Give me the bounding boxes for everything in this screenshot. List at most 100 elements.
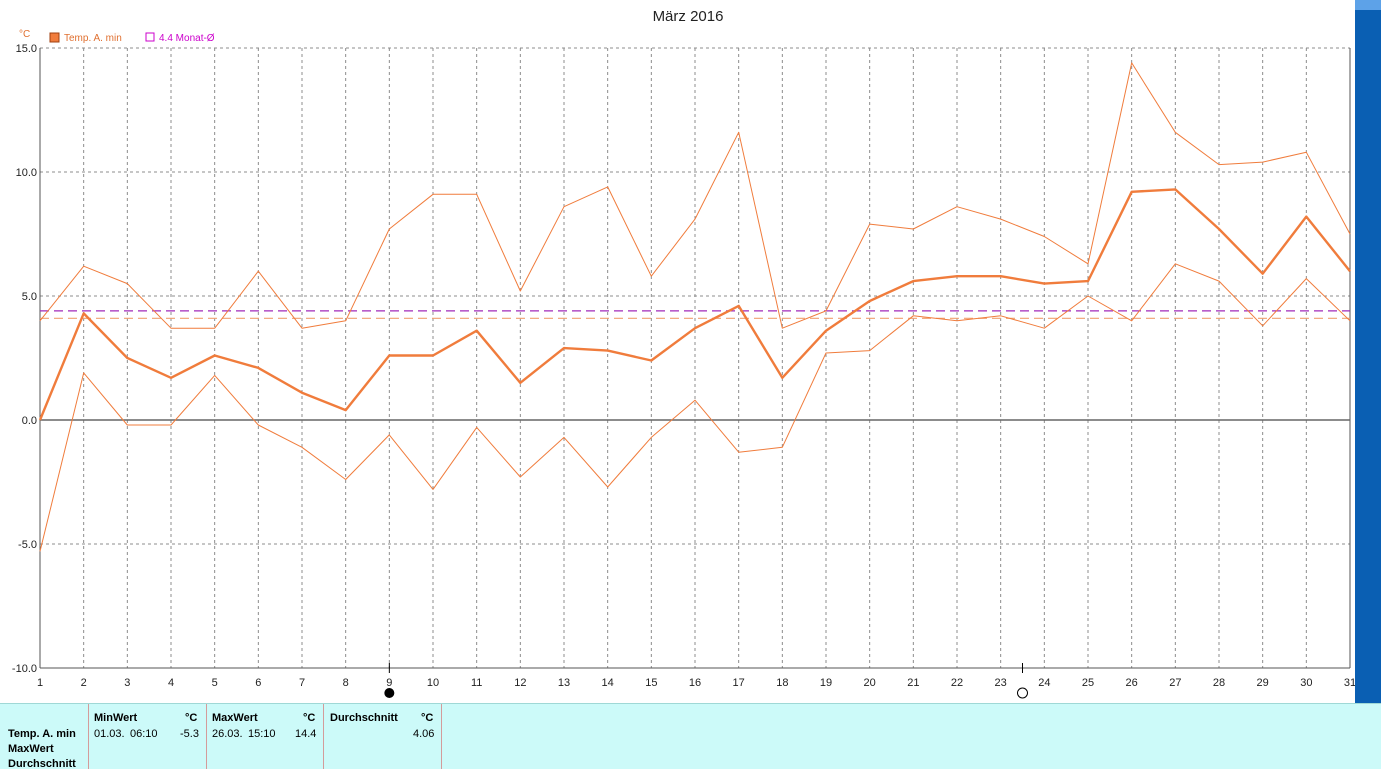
series-line-mean	[38, 188, 1351, 421]
data-point	[127, 283, 129, 285]
stats-separator	[206, 704, 207, 769]
data-point	[214, 327, 216, 329]
stats-avg-value: 4.06	[413, 728, 435, 740]
legend-swatch-temp	[49, 32, 60, 43]
y-tick-label: 5.0	[22, 291, 37, 303]
data-point	[694, 327, 696, 329]
data-point	[738, 451, 740, 453]
data-point	[1306, 216, 1308, 218]
x-tick-label: 16	[689, 677, 701, 689]
stats-separator	[441, 704, 442, 769]
data-point	[214, 375, 216, 377]
data-point	[1175, 189, 1177, 191]
x-tick-label: 28	[1213, 677, 1225, 689]
data-point	[83, 265, 85, 267]
data-point	[39, 320, 41, 322]
stats-avg-header: Durchschnitt	[330, 712, 398, 724]
stats-separator	[88, 704, 89, 769]
data-point	[1044, 327, 1046, 329]
x-tick-label: 25	[1082, 677, 1094, 689]
data-point	[127, 357, 129, 359]
stats-max-header: MaxWert	[212, 712, 258, 724]
data-point	[170, 327, 172, 329]
stats-max-time: 15:10	[248, 728, 276, 740]
data-point	[520, 382, 522, 384]
data-point	[782, 446, 784, 448]
x-tick-label: 29	[1257, 677, 1269, 689]
x-tick-label: 24	[1038, 677, 1050, 689]
data-point	[738, 305, 740, 307]
data-point	[563, 437, 565, 439]
data-point	[1087, 263, 1089, 265]
data-point	[563, 347, 565, 349]
data-point	[389, 434, 391, 436]
data-point	[1262, 161, 1264, 163]
x-tick-label: 1	[37, 677, 43, 689]
data-point	[389, 355, 391, 357]
data-point	[607, 486, 609, 488]
data-point	[1044, 236, 1046, 238]
data-point	[1262, 325, 1264, 327]
data-point	[913, 315, 915, 317]
data-point	[913, 228, 915, 230]
data-point	[1131, 320, 1133, 322]
data-point	[345, 320, 347, 322]
data-point	[563, 206, 565, 208]
x-tick-label: 17	[733, 677, 745, 689]
stats-row-label: MaxWert	[8, 743, 54, 755]
legend-swatch-monthly-avg	[145, 32, 155, 42]
stats-min-time: 06:10	[130, 728, 158, 740]
data-point	[258, 424, 260, 426]
stats-max-unit: °C	[303, 712, 316, 724]
data-point	[39, 419, 41, 421]
data-point	[738, 132, 740, 134]
y-tick-label: 15.0	[16, 43, 37, 55]
data-point	[1087, 280, 1089, 282]
data-point	[432, 355, 434, 357]
x-tick-label: 13	[558, 677, 570, 689]
data-point	[1175, 263, 1177, 265]
legend-label-temp: Temp. A. min	[64, 33, 122, 44]
data-point	[520, 290, 522, 292]
data-point	[83, 313, 85, 315]
data-point	[1131, 191, 1133, 193]
stats-row-label: Durchschnitt	[8, 758, 76, 770]
x-tick-label: 26	[1126, 677, 1138, 689]
y-tick-label: -10.0	[12, 663, 37, 675]
stats-row-label: Temp. A. min	[8, 728, 76, 740]
data-point	[1306, 151, 1308, 153]
data-point	[1218, 164, 1220, 166]
x-tick-label: 19	[820, 677, 832, 689]
window-edge-highlight	[1355, 0, 1381, 10]
x-tick-label: 3	[124, 677, 130, 689]
data-point	[1218, 280, 1220, 282]
x-tick-label: 5	[212, 677, 218, 689]
data-point	[39, 551, 41, 553]
x-tick-label: 31	[1344, 677, 1356, 689]
x-tick-label: 30	[1300, 677, 1312, 689]
data-point	[345, 409, 347, 411]
data-point	[869, 223, 871, 225]
stats-max-date: 26.03.	[212, 728, 243, 740]
y-tick-label: 0.0	[22, 415, 37, 427]
data-point	[694, 399, 696, 401]
data-point	[476, 427, 478, 429]
x-tick-label: 20	[864, 677, 876, 689]
data-point	[389, 228, 391, 230]
x-tick-label: 2	[81, 677, 87, 689]
data-point	[651, 360, 653, 362]
data-point	[956, 206, 958, 208]
data-point	[127, 424, 129, 426]
data-point	[607, 350, 609, 352]
legend-label-monthly-avg: 4.4 Monat-Ø	[159, 33, 215, 44]
data-point	[1087, 295, 1089, 297]
x-tick-label: 8	[343, 677, 349, 689]
data-point	[1306, 278, 1308, 280]
data-point	[1349, 270, 1351, 272]
data-point	[520, 476, 522, 478]
data-point	[476, 330, 478, 332]
stats-min-header: MinWert	[94, 712, 138, 724]
x-tick-label: 10	[427, 677, 439, 689]
data-point	[1044, 283, 1046, 285]
data-point	[432, 489, 434, 491]
